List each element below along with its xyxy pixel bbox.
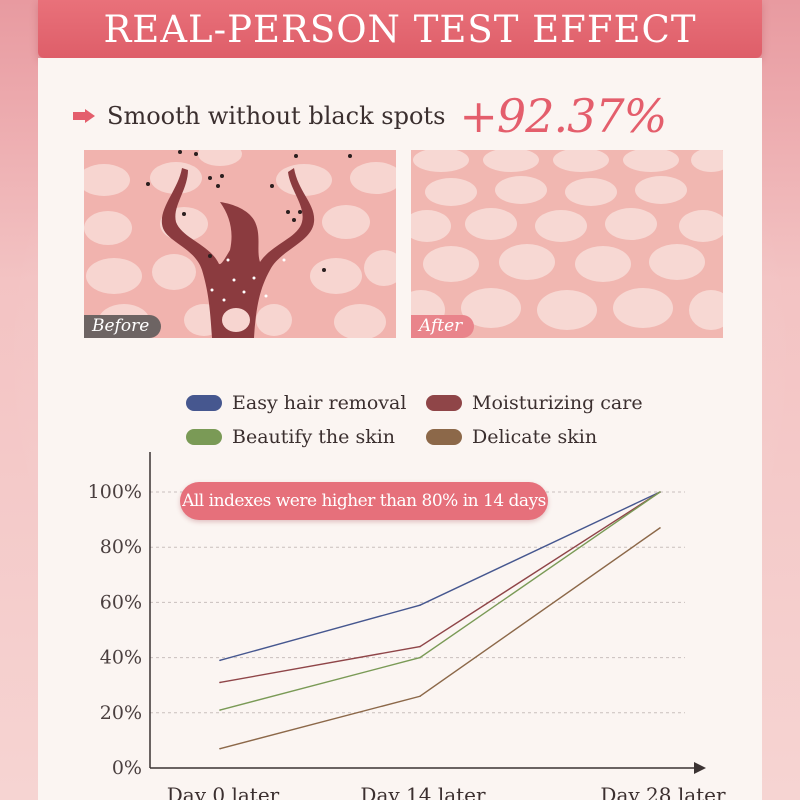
before-tag: Before bbox=[84, 315, 162, 338]
series-line bbox=[219, 527, 661, 750]
legend-swatch bbox=[426, 395, 462, 411]
headline-value: +92.37% bbox=[459, 89, 667, 143]
legend-swatch bbox=[426, 429, 462, 445]
callout-text: All indexes were higher than 80% in 14 d… bbox=[182, 491, 546, 511]
legend-item: Beautify the skin bbox=[186, 422, 395, 452]
data-point bbox=[659, 491, 661, 493]
y-tick-label: 60% bbox=[100, 591, 142, 613]
x-tick-label: Day 28 later bbox=[600, 783, 726, 800]
legend-swatch bbox=[186, 395, 222, 411]
before-photo: Before bbox=[84, 150, 396, 338]
legend-label: Delicate skin bbox=[472, 426, 598, 448]
arrow-right-icon bbox=[73, 109, 95, 123]
after-tag: After bbox=[411, 315, 475, 338]
headline-text: Smooth without black spots bbox=[107, 102, 446, 130]
data-point bbox=[419, 604, 421, 606]
legend-item: Moisturizing care bbox=[426, 388, 643, 418]
legend-label: Easy hair removal bbox=[232, 392, 407, 414]
chart-legend: Easy hair removal Moisturizing care Beau… bbox=[186, 388, 646, 452]
before-skin-illustration bbox=[84, 150, 396, 338]
y-tick-label: 100% bbox=[88, 481, 142, 503]
data-point bbox=[219, 659, 221, 662]
legend-label: Moisturizing care bbox=[472, 392, 643, 414]
data-point bbox=[419, 656, 421, 659]
data-point bbox=[219, 709, 221, 711]
y-tick-label: 80% bbox=[100, 536, 142, 558]
data-point bbox=[419, 695, 421, 698]
title-banner: REAL-PERSON TEST EFFECT bbox=[38, 0, 762, 58]
y-tick-label: 40% bbox=[100, 647, 142, 669]
headline: Smooth without black spots +92.37% bbox=[73, 86, 667, 146]
legend-label: Beautify the skin bbox=[232, 426, 396, 448]
callout-badge: All indexes were higher than 80% in 14 d… bbox=[180, 482, 548, 520]
data-point bbox=[219, 747, 221, 750]
data-point bbox=[659, 527, 661, 529]
y-tick-label: 0% bbox=[112, 757, 142, 779]
data-point bbox=[419, 645, 421, 648]
after-photo: After bbox=[411, 150, 723, 338]
legend-swatch bbox=[186, 429, 222, 445]
data-point bbox=[219, 681, 221, 684]
y-tick-label: 20% bbox=[100, 702, 142, 724]
legend-item: Delicate skin bbox=[426, 422, 597, 452]
page-title: REAL-PERSON TEST EFFECT bbox=[103, 7, 697, 51]
x-axis-arrow-icon bbox=[694, 762, 706, 774]
after-skin-illustration bbox=[411, 150, 723, 338]
series-line bbox=[219, 491, 661, 684]
line-chart: 0% 20% 40% 60% 80% 100% Day 0 later Day 14 lat… bbox=[88, 452, 726, 800]
legend-item: Easy hair removal bbox=[186, 388, 406, 418]
x-tick-label: Day 14 later bbox=[360, 783, 486, 800]
series-line bbox=[219, 491, 661, 711]
x-tick-label: Day 0 later bbox=[167, 783, 280, 800]
